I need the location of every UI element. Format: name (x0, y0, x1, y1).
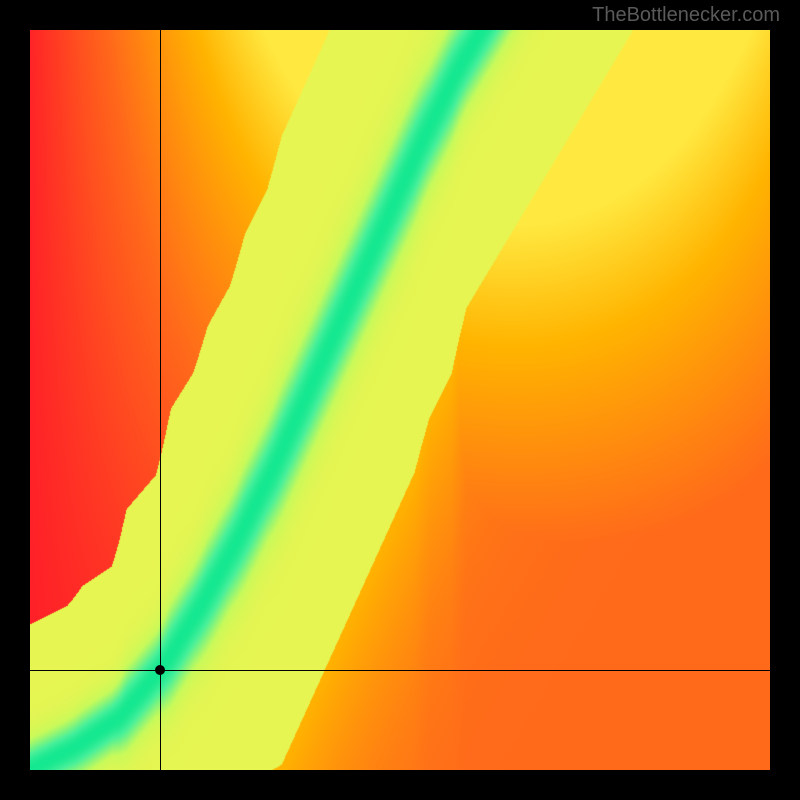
crosshair-horizontal (30, 670, 770, 671)
heatmap-canvas (30, 30, 770, 770)
watermark-text: TheBottlenecker.com (592, 4, 780, 27)
crosshair-vertical (160, 30, 161, 770)
bottleneck-heatmap (30, 30, 770, 770)
marker-dot (155, 665, 165, 675)
